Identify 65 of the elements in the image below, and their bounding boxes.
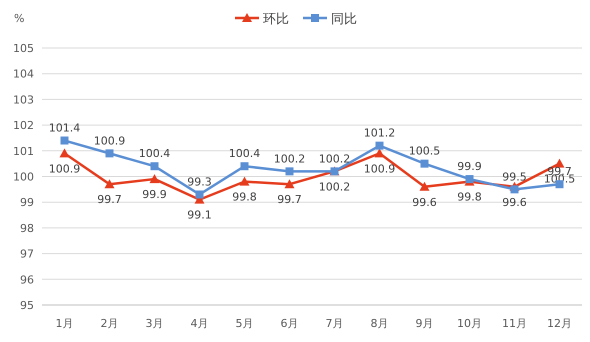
data-label: 101.4 — [48, 122, 80, 135]
data-label: 100.9 — [48, 162, 80, 176]
data-label: 100.9 — [94, 134, 126, 148]
point — [60, 136, 68, 145]
x-tick-label: 12月 — [547, 317, 572, 330]
point — [510, 185, 518, 194]
y-tick-label: 100 — [13, 170, 34, 184]
data-label: 99.8 — [232, 190, 257, 204]
data-label: 100.2 — [318, 152, 350, 166]
y-tick-label: 99 — [20, 196, 34, 210]
y-axis-title: % — [14, 12, 24, 25]
y-tick-label: 95 — [20, 299, 34, 312]
x-tick-label: 2月 — [100, 317, 118, 330]
x-tick-label: 7月 — [326, 317, 344, 330]
legend-label: 同比 — [331, 12, 357, 27]
point — [286, 167, 294, 176]
x-tick-label: 10月 — [457, 317, 482, 330]
data-label: 99.7 — [277, 193, 302, 206]
y-tick-label: 103 — [13, 93, 34, 106]
x-tick-label: 9月 — [416, 317, 434, 330]
y-tick-label: 104 — [13, 68, 34, 81]
data-label: 99.1 — [187, 208, 212, 222]
data-label: 100.4 — [138, 147, 170, 160]
point — [106, 149, 114, 158]
data-label: 99.9 — [142, 188, 167, 202]
point — [466, 175, 474, 184]
data-label: 99.5 — [502, 170, 527, 184]
point — [150, 162, 158, 170]
data-label: 99.8 — [457, 190, 482, 204]
point — [240, 162, 248, 170]
point — [60, 148, 70, 158]
legend-label: 环比 — [263, 12, 289, 27]
y-tick-label: 96 — [20, 273, 34, 286]
point — [104, 179, 114, 188]
x-tick-label: 8月 — [370, 317, 388, 330]
x-tick-label: 1月 — [56, 317, 74, 330]
x-tick-label: 4月 — [190, 317, 208, 330]
data-label: 101.2 — [364, 126, 396, 140]
y-tick-label: 105 — [13, 42, 34, 55]
data-label: 99.6 — [412, 196, 437, 209]
x-tick-label: 3月 — [146, 317, 164, 330]
data-label: 100.2 — [318, 180, 350, 194]
data-label: 100.9 — [364, 162, 396, 176]
point — [196, 190, 204, 198]
y-tick-label: 102 — [13, 119, 34, 132]
x-tick-label: 6月 — [280, 317, 298, 330]
data-label: 100.4 — [228, 147, 260, 160]
y-tick-label: 98 — [20, 222, 34, 235]
data-label: 99.7 — [97, 193, 122, 206]
point — [284, 179, 294, 188]
data-label: 99.6 — [502, 196, 527, 209]
y-tick-label: 97 — [20, 248, 34, 261]
data-label: 100.5 — [408, 144, 440, 158]
point — [420, 160, 428, 168]
point — [374, 148, 384, 158]
data-label: 99.3 — [187, 175, 212, 188]
x-tick-label: 5月 — [236, 317, 254, 330]
point — [420, 182, 430, 191]
point — [240, 176, 250, 186]
data-label: 100.2 — [274, 152, 306, 166]
data-label: 99.9 — [457, 160, 482, 174]
point — [376, 142, 384, 150]
x-tick-label: 11月 — [502, 317, 527, 330]
point — [150, 174, 160, 184]
y-tick-label: 101 — [13, 144, 34, 158]
